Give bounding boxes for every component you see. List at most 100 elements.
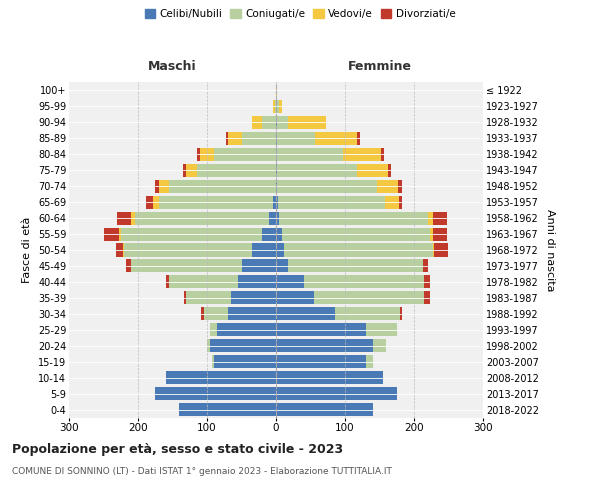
- Bar: [433, 228, 447, 240]
- Bar: [423, 260, 428, 272]
- Bar: [276, 212, 280, 224]
- Bar: [277, 116, 288, 129]
- Bar: [241, 260, 276, 272]
- Bar: [146, 196, 153, 208]
- Bar: [276, 164, 277, 177]
- Bar: [179, 403, 276, 416]
- Bar: [280, 212, 428, 224]
- Bar: [385, 196, 399, 208]
- Bar: [119, 228, 121, 240]
- Bar: [276, 371, 383, 384]
- Bar: [166, 371, 276, 384]
- Bar: [428, 212, 433, 224]
- Bar: [226, 132, 228, 145]
- Bar: [203, 308, 228, 320]
- Bar: [277, 132, 316, 145]
- Bar: [159, 196, 272, 208]
- Bar: [381, 148, 385, 161]
- Bar: [424, 276, 430, 288]
- Bar: [252, 244, 276, 256]
- Bar: [252, 116, 262, 129]
- Bar: [281, 228, 430, 240]
- Text: Femmine: Femmine: [347, 60, 412, 73]
- Bar: [276, 403, 373, 416]
- Bar: [357, 164, 388, 177]
- Bar: [398, 180, 401, 192]
- Bar: [166, 276, 169, 288]
- Bar: [187, 292, 231, 304]
- Bar: [357, 132, 360, 145]
- Bar: [123, 244, 124, 256]
- Bar: [304, 276, 424, 288]
- Bar: [276, 355, 366, 368]
- Bar: [197, 148, 200, 161]
- Bar: [211, 323, 217, 336]
- Bar: [231, 292, 276, 304]
- Bar: [116, 244, 123, 256]
- Bar: [169, 180, 276, 192]
- Bar: [276, 292, 314, 304]
- Bar: [276, 339, 373, 352]
- Text: Maschi: Maschi: [148, 60, 197, 73]
- Bar: [276, 387, 397, 400]
- Bar: [212, 355, 214, 368]
- Bar: [399, 196, 402, 208]
- Bar: [276, 84, 277, 97]
- Text: Popolazione per età, sesso e stato civile - 2023: Popolazione per età, sesso e stato civil…: [12, 442, 343, 456]
- Bar: [276, 180, 277, 192]
- Bar: [153, 196, 158, 208]
- Bar: [276, 308, 335, 320]
- Bar: [184, 292, 187, 304]
- Bar: [366, 355, 373, 368]
- Y-axis label: Anni di nascita: Anni di nascita: [545, 208, 556, 291]
- Bar: [276, 276, 304, 288]
- Bar: [262, 116, 276, 129]
- Bar: [202, 308, 203, 320]
- Bar: [125, 260, 131, 272]
- Bar: [197, 164, 276, 177]
- Bar: [272, 196, 276, 208]
- Bar: [277, 100, 279, 113]
- Bar: [276, 228, 281, 240]
- Bar: [284, 244, 433, 256]
- Text: COMUNE DI SONNINO (LT) - Dati ISTAT 1° gennaio 2023 - Elaborazione TUTTITALIA.IT: COMUNE DI SONNINO (LT) - Dati ISTAT 1° g…: [12, 468, 392, 476]
- Bar: [314, 292, 424, 304]
- Bar: [377, 180, 398, 192]
- Bar: [269, 212, 276, 224]
- Bar: [433, 212, 447, 224]
- Bar: [277, 148, 343, 161]
- Bar: [276, 148, 277, 161]
- Bar: [187, 164, 197, 177]
- Bar: [276, 100, 277, 113]
- Bar: [373, 339, 386, 352]
- Bar: [276, 260, 289, 272]
- Bar: [289, 260, 423, 272]
- Bar: [183, 164, 187, 177]
- Bar: [131, 260, 241, 272]
- Bar: [124, 244, 252, 256]
- Bar: [343, 148, 381, 161]
- Bar: [155, 387, 276, 400]
- Bar: [388, 164, 391, 177]
- Bar: [276, 196, 278, 208]
- Bar: [200, 148, 214, 161]
- Bar: [430, 228, 433, 240]
- Bar: [276, 323, 366, 336]
- Bar: [262, 228, 276, 240]
- Bar: [238, 276, 276, 288]
- Bar: [275, 100, 276, 113]
- Bar: [118, 212, 131, 224]
- Bar: [134, 212, 269, 224]
- Bar: [155, 180, 158, 192]
- Bar: [276, 116, 277, 129]
- Bar: [278, 196, 385, 208]
- Bar: [217, 323, 276, 336]
- Bar: [228, 308, 276, 320]
- Bar: [277, 164, 357, 177]
- Legend: Celibi/Nubili, Coniugati/e, Vedovi/e, Divorziati/e: Celibi/Nubili, Coniugati/e, Vedovi/e, Di…: [140, 5, 460, 24]
- Bar: [121, 228, 262, 240]
- Bar: [276, 244, 284, 256]
- Bar: [214, 148, 276, 161]
- Bar: [279, 100, 282, 113]
- Bar: [214, 355, 276, 368]
